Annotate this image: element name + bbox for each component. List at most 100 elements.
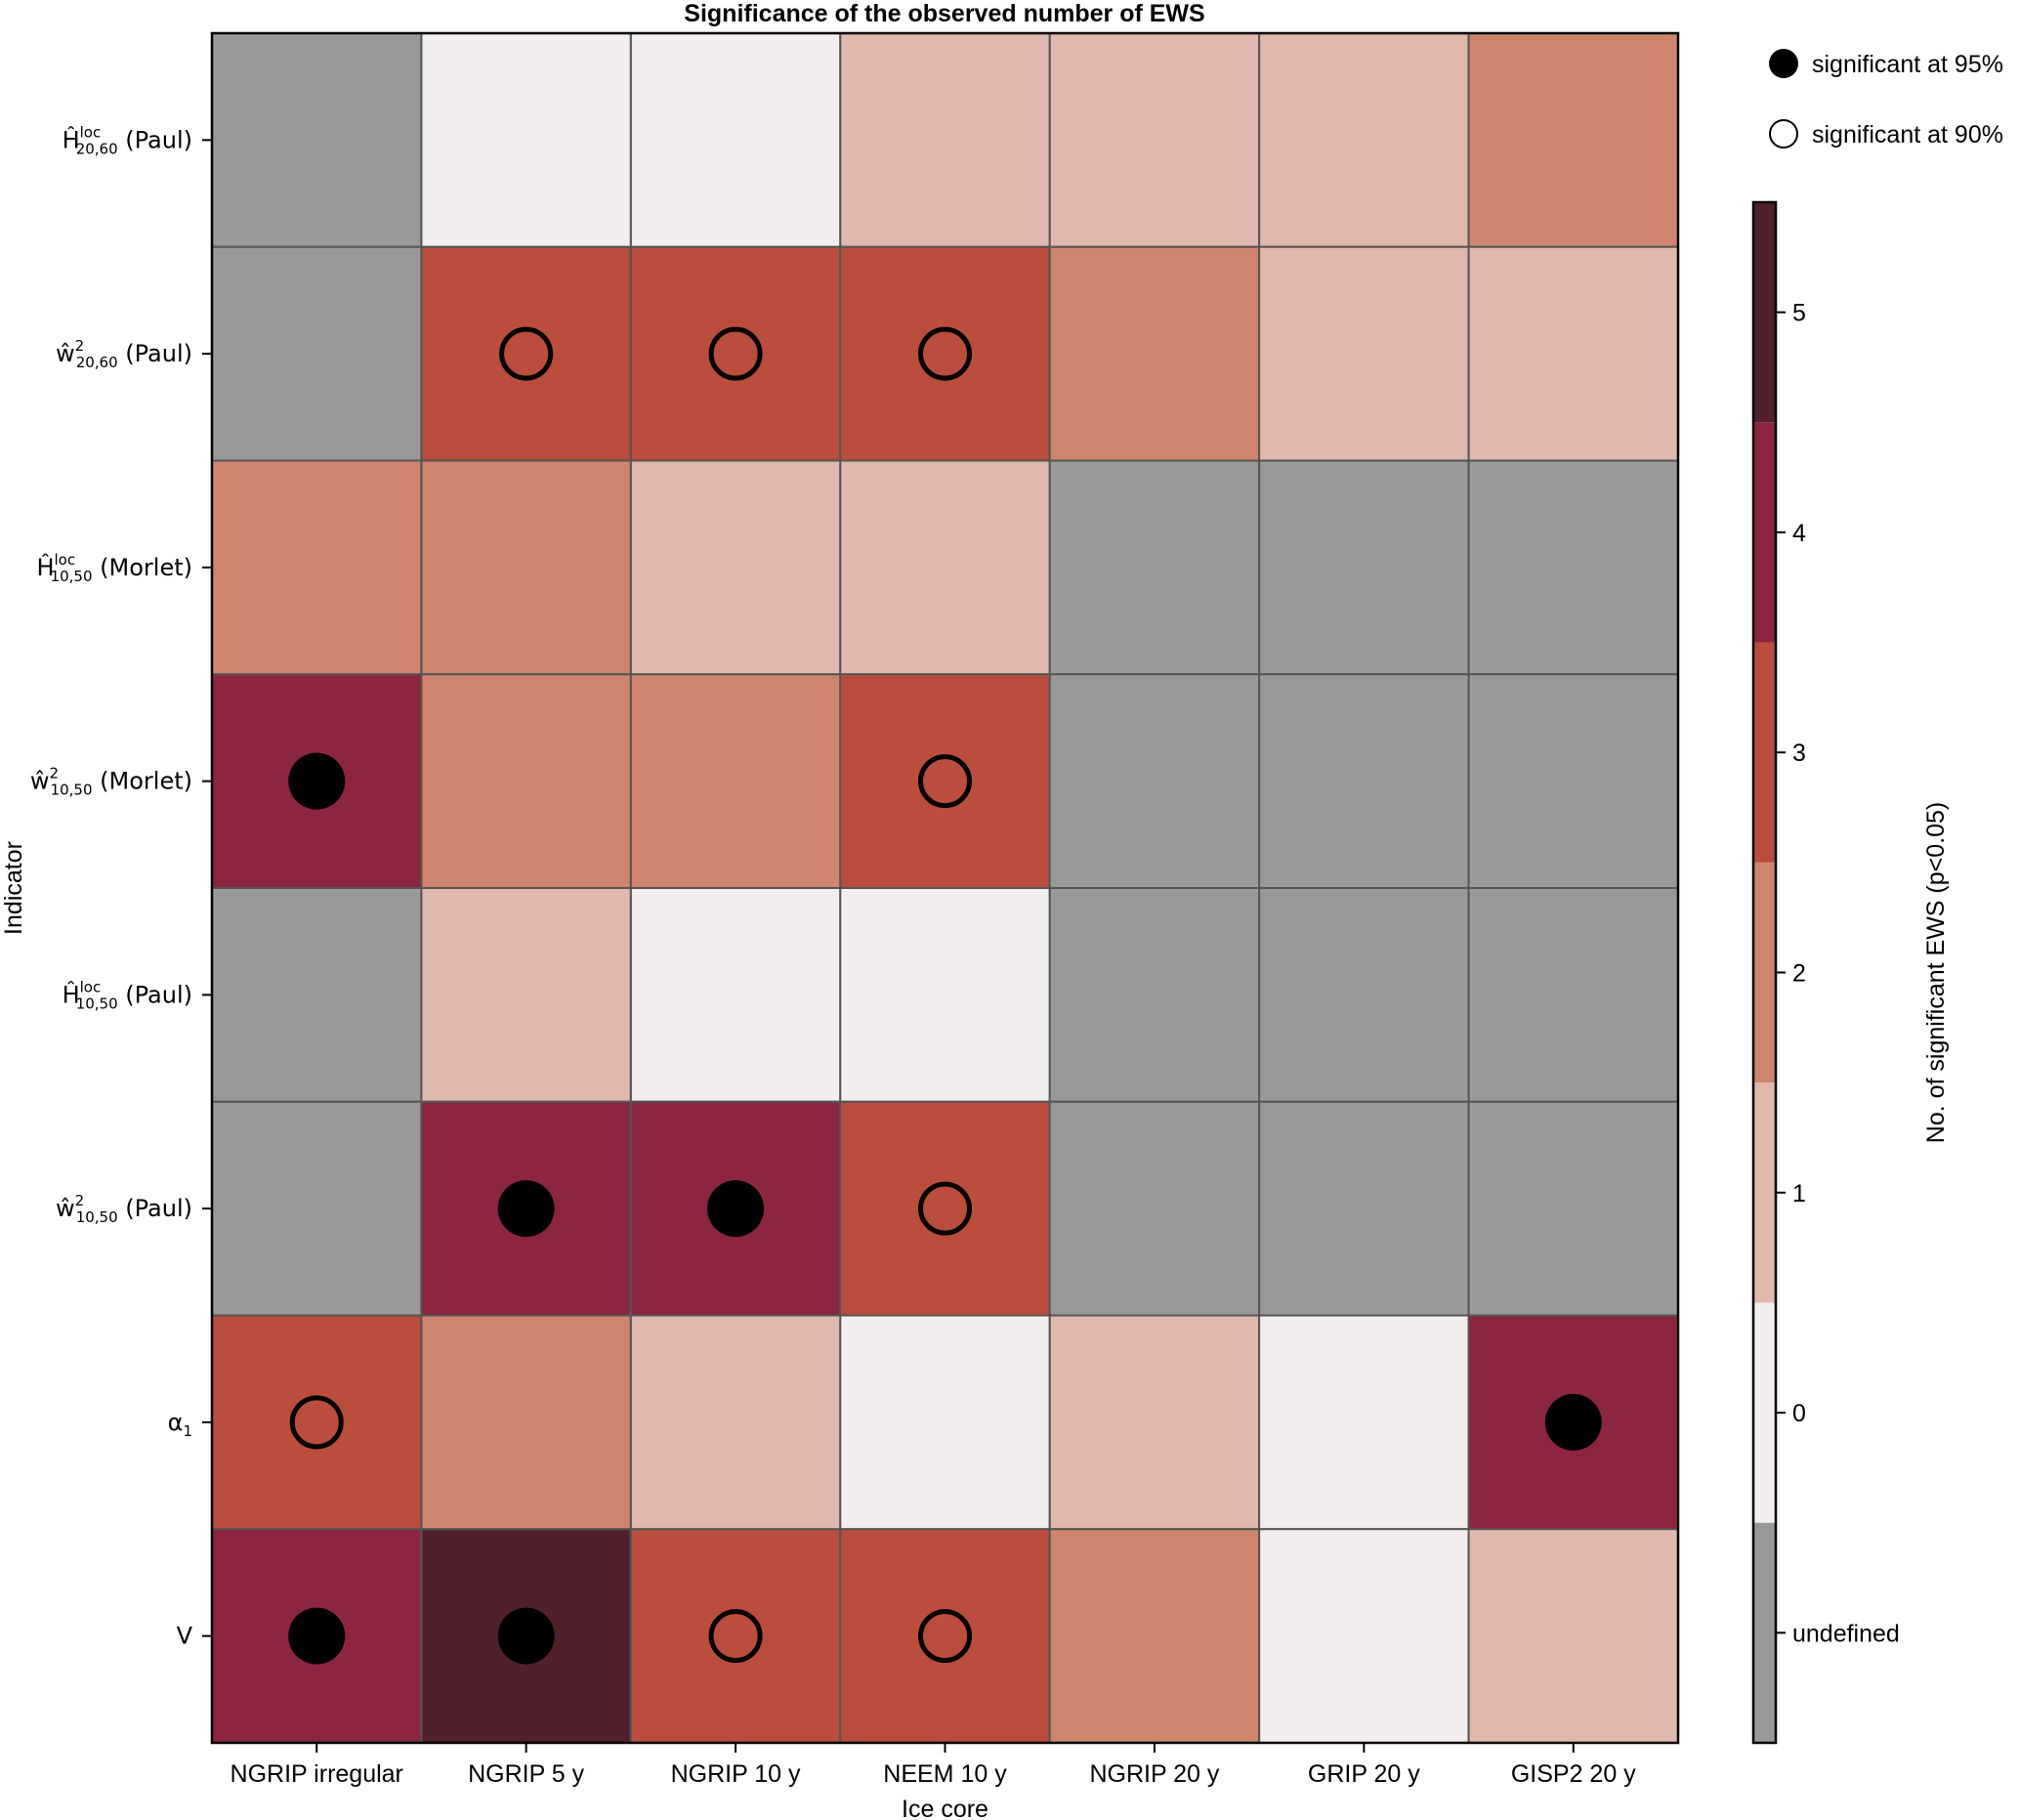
x-tick-label: GISP2 20 y xyxy=(1511,1760,1636,1788)
heatmap-cell xyxy=(211,1314,423,1531)
heatmap-cell xyxy=(420,32,632,248)
significant-95-marker xyxy=(288,752,346,810)
heatmap-cell xyxy=(211,245,423,462)
heatmap-cell xyxy=(629,32,842,248)
heatmap-cell xyxy=(1258,887,1470,1103)
heatmap-cell xyxy=(1467,1528,1679,1744)
heatmap-cell xyxy=(211,32,423,248)
y-axis: Ĥloc 20,60 (Paul) ŵ2 20,60 (Paul) Ĥloc 10,50 … xyxy=(30,123,212,1650)
heatmap-cell xyxy=(1048,1314,1261,1531)
colorbar-segment xyxy=(1753,1302,1776,1523)
heatmap-cell xyxy=(1048,887,1261,1103)
heatmap-cell xyxy=(1467,32,1679,248)
heatmap-cell xyxy=(1258,1528,1470,1744)
heatmap-cell xyxy=(211,459,423,676)
heatmap-cell xyxy=(1467,459,1679,676)
colorbar-tick-label: 3 xyxy=(1792,740,1806,767)
heatmap-cell xyxy=(1467,673,1679,889)
x-tick-label: NGRIP 10 y xyxy=(671,1760,801,1788)
heatmap-cell xyxy=(629,245,842,462)
heatmap-cell xyxy=(211,1100,423,1317)
x-tick-label: NEEM 10 y xyxy=(883,1760,1007,1788)
heatmap-cell xyxy=(629,1528,842,1744)
heatmap-cell xyxy=(839,887,1051,1103)
heatmap-cell xyxy=(839,32,1051,248)
heatmap-cell xyxy=(629,459,842,676)
heatmap-cell xyxy=(1048,459,1261,676)
heatmap-cell xyxy=(1258,245,1470,462)
y-axis-label: Indicator xyxy=(0,841,27,935)
heatmap-cell xyxy=(1467,245,1679,462)
heatmap-cell xyxy=(629,673,842,889)
significant-90-marker xyxy=(918,1609,972,1664)
significant-90-marker xyxy=(289,1395,344,1450)
colorbar-tick-label: 1 xyxy=(1792,1180,1806,1207)
heatmap-cell xyxy=(1258,32,1470,248)
heatmap-cell xyxy=(1048,1528,1261,1744)
heatmap-cell xyxy=(1048,245,1261,462)
colorbar-tick-label: 4 xyxy=(1792,520,1806,547)
y-tick-label: Ĥloc 20,60 (Paul) xyxy=(63,123,192,157)
y-tick-label: ŵ2 10,50 (Paul) xyxy=(56,1192,192,1226)
significant-90-marker xyxy=(918,1181,972,1236)
heatmap-cell xyxy=(839,1528,1051,1744)
colorbar-tick-label: 2 xyxy=(1792,960,1806,988)
legend-open-circle-icon xyxy=(1769,119,1798,148)
heatmap-cell xyxy=(1048,673,1261,889)
y-tick-label: ŵ2 20,60 (Paul) xyxy=(56,337,192,371)
heatmap-cell xyxy=(629,887,842,1103)
x-tick-label: NGRIP 5 y xyxy=(468,1760,585,1788)
significant-95-marker xyxy=(1544,1393,1602,1451)
x-tick-label: NGRIP 20 y xyxy=(1089,1760,1219,1788)
heatmap-cell xyxy=(1258,1314,1470,1531)
heatmap-cell xyxy=(420,887,632,1103)
y-tick-label: Ĥloc 10,50 (Morlet) xyxy=(36,551,192,585)
x-axis: NGRIP irregular NGRIP 5 y NGRIP 10 y NEEM 1… xyxy=(231,1743,1636,1788)
colorbar-segment xyxy=(1753,202,1776,423)
colorbar-segment xyxy=(1753,422,1776,643)
heatmap-cell xyxy=(1467,887,1679,1103)
colorbar-label: No. of significant EWS (p<0.05) xyxy=(1922,802,1950,1143)
heatmap-cell xyxy=(420,459,632,676)
heatmap-cell xyxy=(211,887,423,1103)
significant-90-marker xyxy=(918,754,972,809)
colorbar: undefined 0 1 2 3 4 5 xyxy=(1751,200,1900,1745)
significant-95-marker xyxy=(497,1607,555,1665)
colorbar-tick-label: undefined xyxy=(1792,1620,1900,1647)
heatmap-cell xyxy=(1258,673,1470,889)
heatmap-cells xyxy=(211,32,1679,1744)
significant-95-marker xyxy=(497,1180,555,1238)
colorbar-tick-label: 0 xyxy=(1792,1400,1806,1427)
heatmap-cell xyxy=(839,1314,1051,1531)
significant-95-marker xyxy=(288,1607,346,1665)
heatmap-cell xyxy=(1048,32,1261,248)
significance-markers xyxy=(288,326,1602,1665)
heatmap-cell xyxy=(629,1314,842,1531)
y-tick-label: Ĥloc 10,50 (Paul) xyxy=(63,978,192,1012)
heatmap-cell xyxy=(420,1314,632,1531)
y-tick-label: ŵ2 10,50 (Morlet) xyxy=(30,765,192,799)
heatmap-cell xyxy=(839,459,1051,676)
heatmap-cell xyxy=(839,1100,1051,1317)
significant-90-marker xyxy=(708,326,763,381)
heatmap-cell xyxy=(839,245,1051,462)
colorbar-segment xyxy=(1753,1522,1776,1743)
significant-90-marker xyxy=(499,326,554,381)
legend-label: significant at 90% xyxy=(1812,121,2003,148)
significant-90-marker xyxy=(708,1609,763,1664)
colorbar-segment xyxy=(1753,862,1776,1083)
x-tick-label: GRIP 20 y xyxy=(1308,1760,1420,1788)
x-tick-label: NGRIP irregular xyxy=(231,1760,403,1788)
legend-filled-circle-icon xyxy=(1769,49,1798,78)
legend-label: significant at 95% xyxy=(1812,51,2003,78)
heatmap-cell xyxy=(1467,1100,1679,1317)
colorbar-tick-label: 5 xyxy=(1792,300,1806,327)
y-tick-label: V xyxy=(177,1623,193,1650)
significant-90-marker xyxy=(918,326,972,381)
colorbar-segment xyxy=(1753,1082,1776,1303)
heatmap-cell xyxy=(839,673,1051,889)
heatmap-cell xyxy=(1258,459,1470,676)
heatmap-cell xyxy=(1258,1100,1470,1317)
chart-title: Significance of the observed number of E… xyxy=(684,0,1204,27)
heatmap-cell xyxy=(420,245,632,462)
